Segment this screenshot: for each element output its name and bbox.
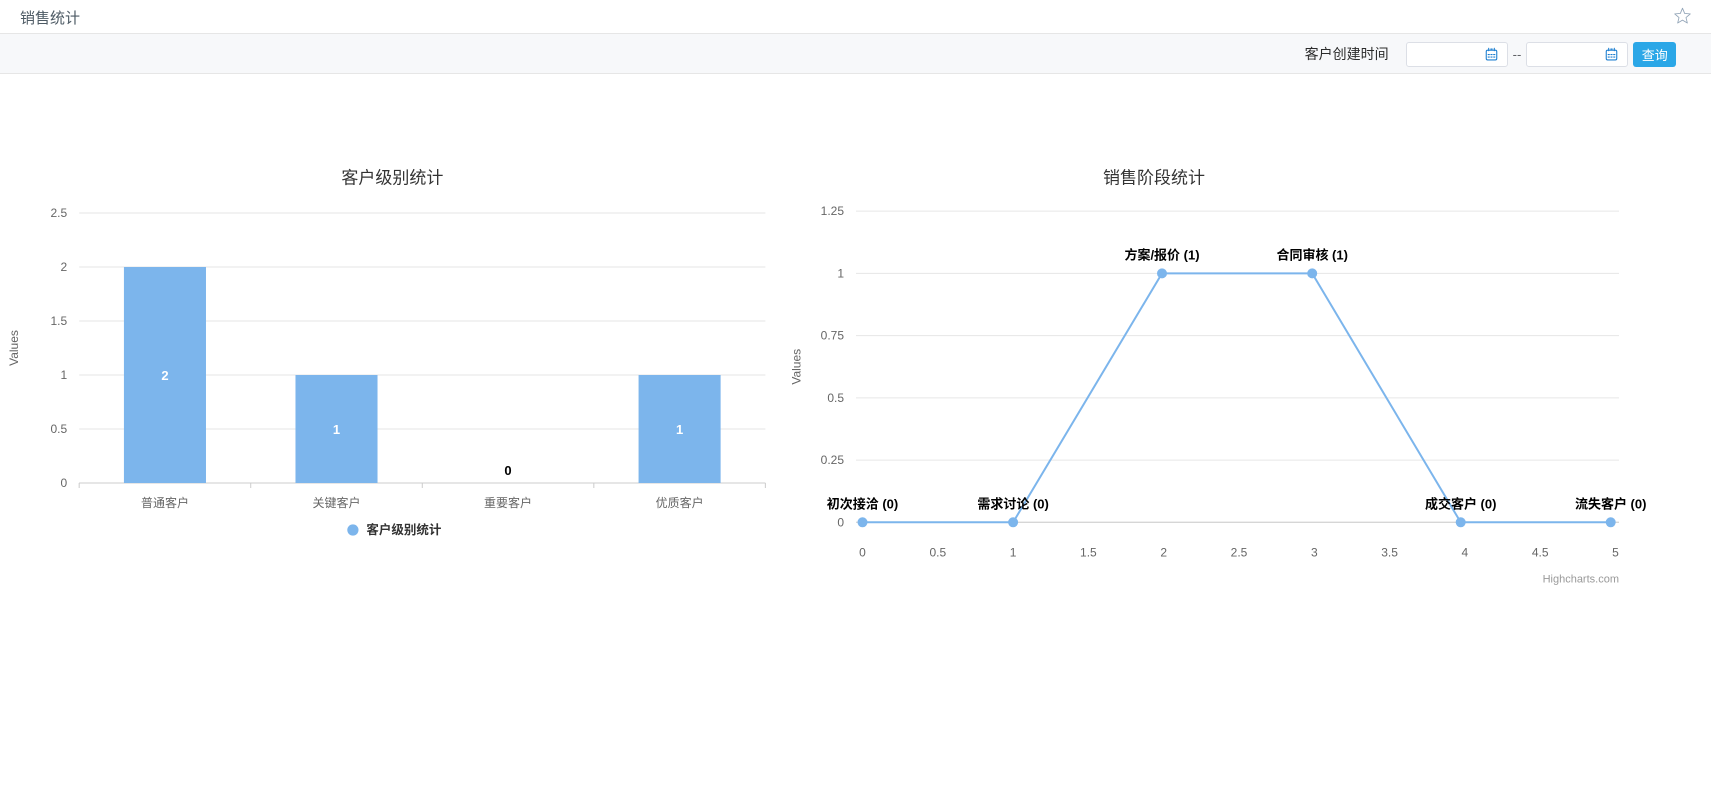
svg-text:1.25: 1.25 [821, 204, 845, 218]
svg-text:1: 1 [837, 266, 844, 280]
svg-text:销售阶段统计: 销售阶段统计 [1103, 169, 1205, 188]
svg-text:1: 1 [1010, 545, 1017, 559]
svg-text:5: 5 [1612, 545, 1619, 559]
svg-text:3.5: 3.5 [1381, 545, 1398, 559]
svg-text:4: 4 [1462, 545, 1469, 559]
svg-text:0.25: 0.25 [821, 453, 845, 467]
svg-text:0: 0 [837, 515, 844, 529]
svg-text:2: 2 [1160, 545, 1167, 559]
svg-text:2.5: 2.5 [1231, 545, 1248, 559]
svg-text:3: 3 [1311, 545, 1318, 559]
svg-text:需求讨论 (0): 需求讨论 (0) [977, 496, 1049, 511]
svg-text:0.75: 0.75 [821, 329, 845, 343]
svg-text:0.5: 0.5 [929, 545, 946, 559]
svg-text:Values: Values [790, 349, 804, 385]
svg-text:初次接洽 (0): 初次接洽 (0) [827, 496, 899, 511]
svg-text:4.5: 4.5 [1532, 545, 1549, 559]
svg-text:Highcharts.com: Highcharts.com [1543, 573, 1619, 585]
svg-text:0: 0 [859, 545, 866, 559]
svg-text:合同审核 (1): 合同审核 (1) [1276, 247, 1348, 262]
svg-text:0.5: 0.5 [827, 391, 844, 405]
svg-text:流失客户 (0): 流失客户 (0) [1575, 496, 1647, 511]
svg-text:成交客户 (0): 成交客户 (0) [1425, 496, 1497, 511]
svg-text:1.5: 1.5 [1080, 545, 1097, 559]
svg-text:方案/报价 (1): 方案/报价 (1) [1124, 247, 1199, 262]
